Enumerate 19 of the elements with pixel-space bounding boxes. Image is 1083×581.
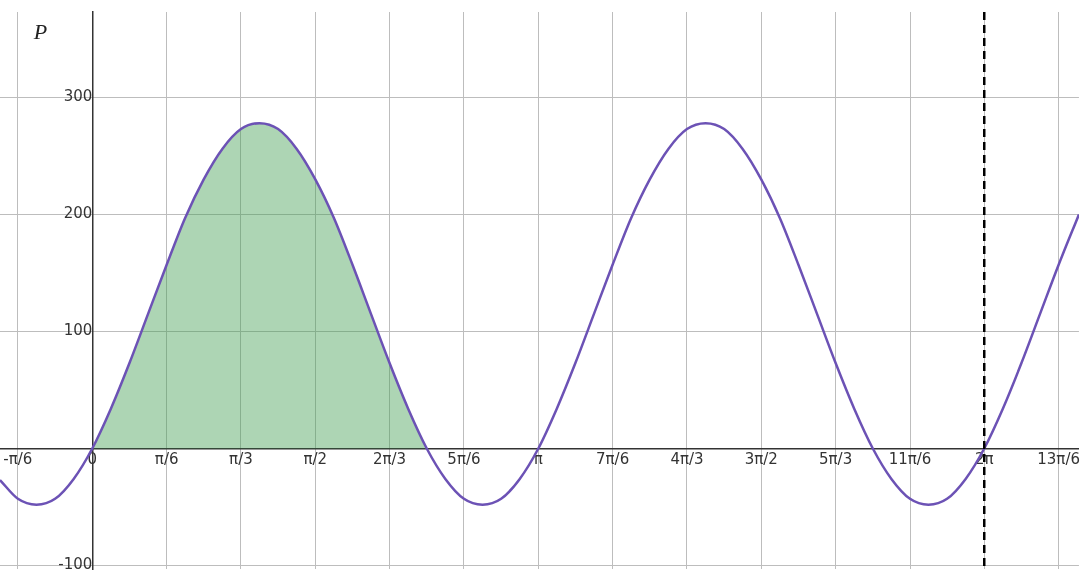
y-tick-label: 300 [63, 87, 93, 106]
x-tick-label: 13π/6 [1037, 450, 1080, 469]
x-tick-label: 4π/3 [670, 450, 704, 469]
x-tick-label: 5π/6 [447, 450, 481, 469]
line-series [0, 121, 1079, 506]
y-tick-label: 200 [63, 204, 93, 223]
x-tick-label: -π/6 [3, 450, 33, 469]
x-tick-label: π/2 [303, 450, 328, 469]
y-tick-label: 100 [63, 321, 93, 340]
x-tick-label: π/6 [154, 450, 179, 469]
x-tick-label: π/3 [229, 450, 253, 469]
x-tick-label: 2π/3 [372, 450, 407, 469]
x-tick-label: 3π/2 [744, 450, 778, 469]
x-tick-label: 5π/3 [819, 450, 853, 469]
y-tick-label: -100 [58, 555, 93, 574]
x-tick-label: 11π/6 [888, 450, 932, 469]
x-tick-label: 7π/6 [596, 450, 630, 469]
x-tick-label: π [533, 450, 543, 469]
y-axis-title: P [32, 18, 48, 44]
